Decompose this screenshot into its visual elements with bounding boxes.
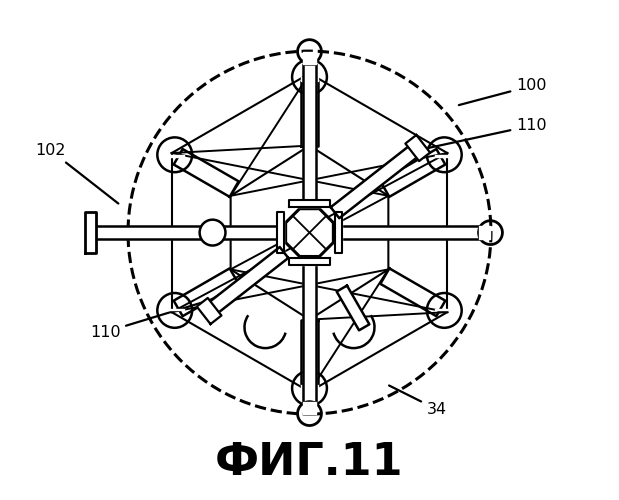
Polygon shape [381,268,445,316]
Polygon shape [285,208,334,256]
Polygon shape [174,149,238,197]
Polygon shape [337,226,478,239]
Polygon shape [277,212,284,254]
Circle shape [199,220,225,246]
Polygon shape [288,200,331,206]
Polygon shape [91,226,282,239]
Polygon shape [335,212,342,254]
Polygon shape [405,135,430,161]
Polygon shape [303,64,316,205]
Polygon shape [301,81,318,146]
Text: 100: 100 [459,78,547,105]
Text: 110: 110 [419,118,547,150]
Polygon shape [174,268,238,316]
Polygon shape [231,146,388,320]
Text: ФИГ.11: ФИГ.11 [215,442,404,484]
Polygon shape [381,149,445,197]
Polygon shape [337,286,370,331]
Text: 110: 110 [90,296,225,340]
Polygon shape [197,298,222,324]
Text: 102: 102 [35,143,118,204]
Polygon shape [85,212,96,254]
Polygon shape [303,260,316,402]
Text: 34: 34 [389,386,446,416]
Polygon shape [301,320,318,384]
Polygon shape [288,258,331,266]
Polygon shape [331,146,418,218]
Polygon shape [209,247,288,313]
